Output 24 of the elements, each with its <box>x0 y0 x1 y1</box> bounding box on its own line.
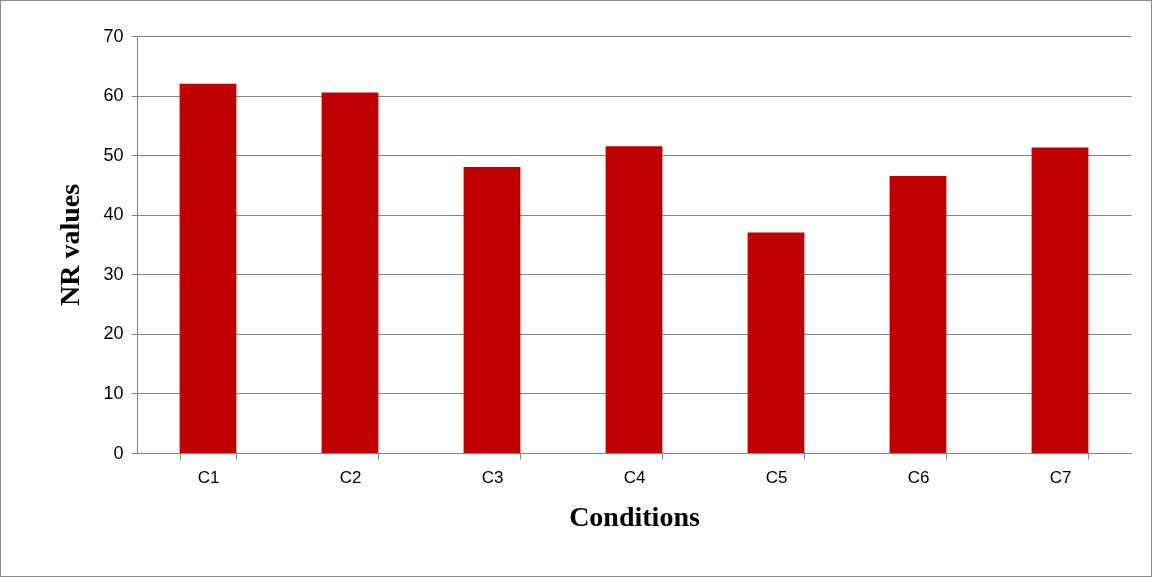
x-tick-label: C1 <box>197 467 220 487</box>
x-tick-label: C6 <box>907 467 930 487</box>
bar <box>889 175 947 453</box>
x-tick-label: C7 <box>1049 467 1072 487</box>
y-tick-label: 50 <box>103 144 124 165</box>
x-tick-label: C5 <box>765 467 788 487</box>
x-axis-title: Conditions <box>569 500 700 532</box>
bar <box>605 146 663 453</box>
bar <box>747 232 805 453</box>
bar <box>179 83 237 453</box>
y-tick-label: 10 <box>103 382 124 403</box>
bar <box>321 92 379 453</box>
bar <box>1031 147 1089 453</box>
x-tick-label: C3 <box>481 467 504 487</box>
y-tick-label: 40 <box>103 204 124 225</box>
x-tick-label: C4 <box>623 467 646 487</box>
y-axis-title: NR values <box>54 183 86 307</box>
y-tick-label: 30 <box>103 263 124 284</box>
x-tick-label: C2 <box>339 467 362 487</box>
bar <box>463 167 521 453</box>
y-tick-label: 20 <box>103 323 124 344</box>
y-tick-label: 60 <box>103 85 124 106</box>
y-tick-label: 0 <box>113 442 124 463</box>
y-tick-label: 70 <box>103 25 124 46</box>
